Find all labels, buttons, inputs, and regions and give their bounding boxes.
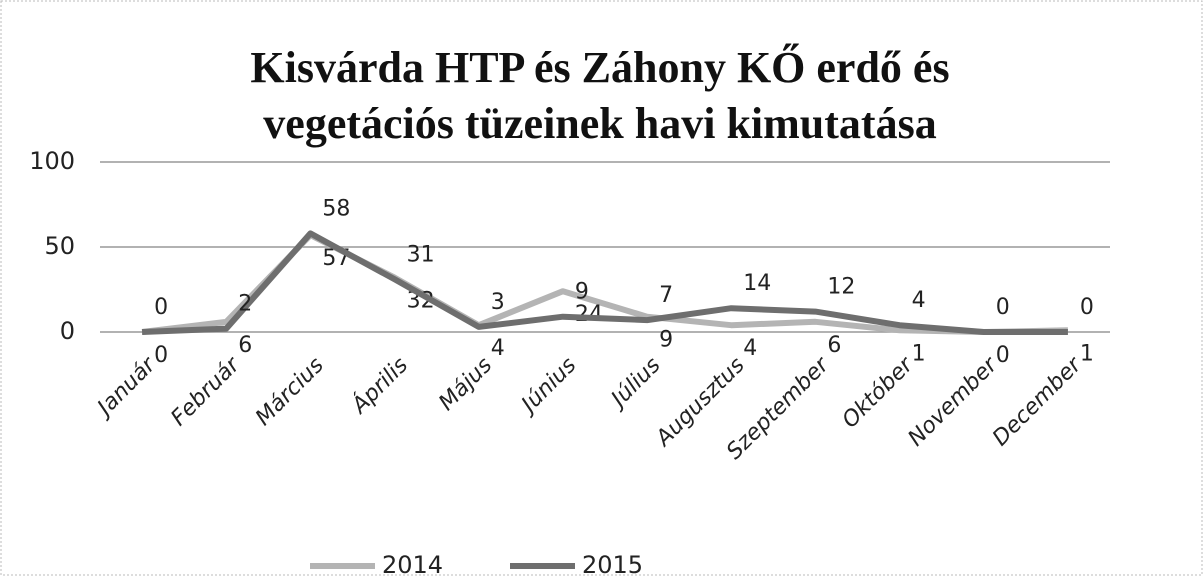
- legend-label: 2015: [582, 551, 643, 576]
- data-label: 1: [912, 341, 926, 366]
- y-tick-label: 0: [60, 317, 75, 345]
- x-tick-label: Március: [251, 353, 329, 431]
- data-label: 58: [322, 196, 350, 221]
- x-tick-label: Május: [434, 353, 497, 416]
- data-label: 6: [827, 333, 841, 358]
- series-line: [141, 230, 1068, 335]
- legend-label: 2014: [382, 551, 443, 576]
- data-label: 7: [659, 283, 673, 308]
- data-label: 0: [154, 343, 168, 368]
- y-tick-label: 100: [29, 147, 75, 175]
- data-label: 4: [743, 336, 757, 361]
- data-label: 9: [575, 280, 589, 305]
- x-tick-label: Október: [838, 351, 920, 433]
- data-label: 14: [743, 271, 771, 296]
- x-tick-label: November: [904, 351, 1004, 451]
- data-label: 0: [154, 295, 168, 320]
- data-label: 1: [1080, 341, 1094, 366]
- data-label: 0: [996, 295, 1010, 320]
- data-label: 4: [491, 336, 505, 361]
- data-label: 4: [912, 288, 926, 313]
- data-label: 0: [1080, 295, 1094, 320]
- data-label: 12: [827, 275, 855, 300]
- y-tick-label: 50: [44, 232, 75, 260]
- data-label: 3: [491, 290, 505, 315]
- x-tick-label: Január: [90, 351, 162, 423]
- data-label: 9: [659, 328, 673, 353]
- data-label: 0: [996, 343, 1010, 368]
- data-label: 31: [407, 242, 435, 267]
- data-label: 2: [238, 292, 252, 317]
- chart-title: Kisvárda HTP és Záhony KŐ erdő és vegetá…: [250, 43, 950, 148]
- x-tick-label: Június: [514, 353, 581, 420]
- x-tick-label: Április: [345, 352, 413, 420]
- data-label: 6: [238, 333, 252, 358]
- x-tick-label: Február: [166, 351, 246, 431]
- x-tick-label: Július: [604, 353, 666, 415]
